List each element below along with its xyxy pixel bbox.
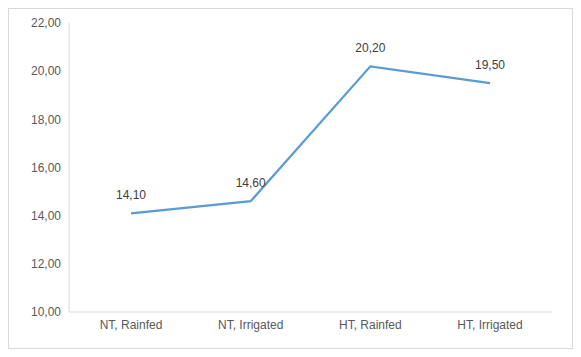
svg-text:14,60: 14,60 — [236, 176, 266, 190]
svg-text:NT, Rainfed: NT, Rainfed — [100, 318, 163, 332]
svg-text:14,00: 14,00 — [31, 209, 61, 223]
svg-text:18,00: 18,00 — [31, 113, 61, 127]
svg-text:16,00: 16,00 — [31, 161, 61, 175]
svg-text:12,00: 12,00 — [31, 257, 61, 271]
svg-text:HT, Rainfed: HT, Rainfed — [339, 318, 402, 332]
svg-text:22,00: 22,00 — [31, 16, 61, 30]
svg-text:14,10: 14,10 — [116, 188, 146, 202]
svg-text:20,20: 20,20 — [355, 41, 385, 55]
svg-text:NT, Irrigated: NT, Irrigated — [218, 318, 283, 332]
svg-text:HT, Irrigated: HT, Irrigated — [457, 318, 522, 332]
svg-text:19,50: 19,50 — [475, 58, 505, 72]
svg-text:10,00: 10,00 — [31, 305, 61, 319]
svg-text:20,00: 20,00 — [31, 64, 61, 78]
